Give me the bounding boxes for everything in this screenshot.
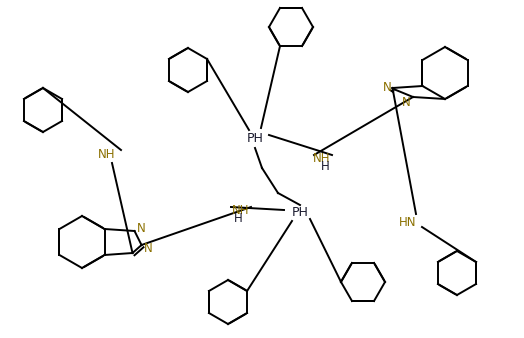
Text: N: N xyxy=(137,221,146,235)
Text: HN: HN xyxy=(399,216,417,228)
Text: H: H xyxy=(321,160,330,172)
Text: H: H xyxy=(234,212,243,224)
Text: N: N xyxy=(144,241,153,255)
Text: N: N xyxy=(384,81,392,94)
Text: NH: NH xyxy=(232,203,250,217)
Text: PH: PH xyxy=(247,131,264,145)
Text: NH: NH xyxy=(313,151,331,165)
Text: PH: PH xyxy=(291,207,309,219)
Text: NH: NH xyxy=(99,148,116,162)
Text: N: N xyxy=(401,96,410,108)
